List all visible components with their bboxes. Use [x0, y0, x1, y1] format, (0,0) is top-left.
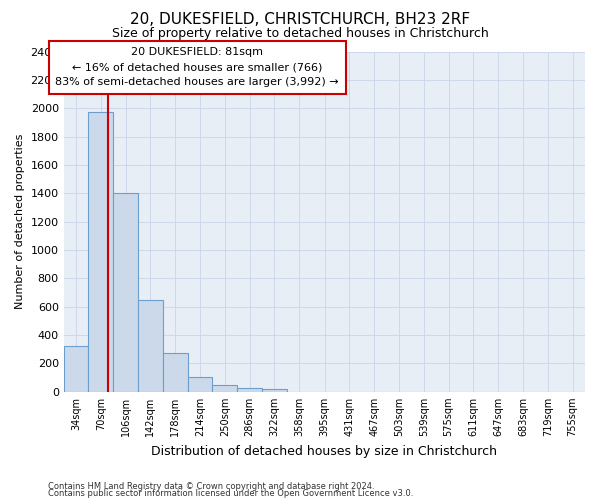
- Bar: [113, 192, 138, 392]
- Text: Size of property relative to detached houses in Christchurch: Size of property relative to detached ho…: [112, 28, 488, 40]
- Bar: [188, 377, 212, 392]
- Text: 20, DUKESFIELD, CHRISTCHURCH, BH23 2RF: 20, DUKESFIELD, CHRISTCHURCH, BH23 2RF: [130, 12, 470, 28]
- Text: Contains HM Land Registry data © Crown copyright and database right 2024.: Contains HM Land Registry data © Crown c…: [48, 482, 374, 491]
- Bar: [163, 353, 188, 392]
- Bar: [138, 300, 163, 392]
- Bar: [262, 389, 287, 392]
- Bar: [64, 346, 88, 392]
- Text: 20 DUKESFIELD: 81sqm
← 16% of detached houses are smaller (766)
83% of semi-deta: 20 DUKESFIELD: 81sqm ← 16% of detached h…: [55, 48, 339, 87]
- Bar: [88, 112, 113, 392]
- Bar: [212, 386, 237, 392]
- Bar: [237, 388, 262, 392]
- Text: Contains public sector information licensed under the Open Government Licence v3: Contains public sector information licen…: [48, 489, 413, 498]
- X-axis label: Distribution of detached houses by size in Christchurch: Distribution of detached houses by size …: [151, 444, 497, 458]
- Y-axis label: Number of detached properties: Number of detached properties: [15, 134, 25, 310]
